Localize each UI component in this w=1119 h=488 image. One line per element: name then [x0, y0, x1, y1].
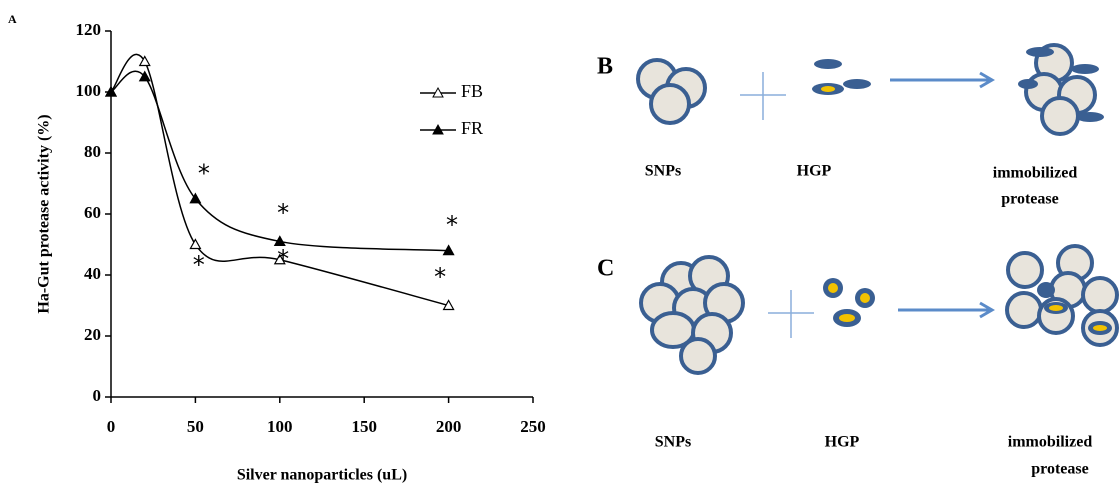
protease	[843, 79, 871, 89]
data-point	[104, 85, 118, 97]
annotation: *	[434, 263, 446, 291]
protease	[1018, 79, 1038, 89]
x-tick-label: 150	[351, 417, 377, 436]
data-point	[442, 299, 455, 311]
data-point	[138, 55, 151, 67]
nanoparticle	[1040, 96, 1080, 136]
data-point	[189, 238, 202, 250]
protease	[1026, 47, 1054, 57]
legend-marker	[432, 86, 444, 98]
legend-marker	[432, 123, 444, 135]
label: immobilized	[993, 165, 1078, 182]
protease	[1093, 325, 1107, 331]
legend-label: FR	[461, 118, 483, 138]
label: HGP	[825, 434, 860, 451]
annotation: *	[446, 211, 458, 239]
annotation: *	[277, 245, 289, 273]
label: immobilized	[1008, 434, 1093, 451]
protease	[1049, 305, 1063, 311]
annotation: *	[277, 199, 289, 227]
annotation: *	[198, 159, 210, 187]
label: SNPs	[655, 434, 691, 451]
protease	[860, 293, 870, 303]
y-tick-label: 120	[76, 20, 102, 39]
protease	[1037, 282, 1055, 298]
y-axis-label: Ha-Gut protease activity (%)	[36, 114, 53, 313]
y-tick-label: 80	[84, 142, 101, 161]
x-tick-label: 200	[436, 417, 462, 436]
label: HGP	[797, 163, 832, 180]
diagram-b: B SNPs HGP immobilized protease	[597, 43, 1104, 208]
nanoparticle	[649, 83, 691, 125]
x-tick-label: 100	[267, 417, 293, 436]
x-tick-label: 50	[187, 417, 204, 436]
protease	[814, 59, 842, 69]
x-axis-label: Silver nanoparticles (uL)	[237, 467, 407, 484]
arrow-head	[979, 71, 995, 89]
panel-label: B	[597, 54, 613, 80]
nanoparticle	[1081, 276, 1119, 314]
annotation: *	[193, 251, 205, 279]
x-tick-label: 0	[107, 417, 116, 436]
label: SNPs	[645, 163, 681, 180]
nanoparticle	[1006, 251, 1044, 289]
label: protease	[1031, 461, 1088, 478]
protease	[839, 314, 855, 322]
protease	[828, 283, 838, 293]
protease	[1071, 64, 1099, 74]
label: protease	[1001, 191, 1058, 208]
y-tick-label: 0	[93, 386, 102, 405]
protease	[821, 86, 835, 92]
y-tick-label: 60	[84, 203, 101, 222]
diagram-c: C SNPs HGP immobilized protease	[597, 244, 1119, 478]
panel-label: A	[8, 12, 17, 26]
nanoparticle	[1005, 291, 1043, 329]
legend-label: FB	[461, 81, 483, 101]
x-tick-label: 250	[520, 417, 546, 436]
data-point	[273, 253, 286, 265]
y-tick-label: 20	[84, 325, 101, 344]
data-point	[273, 235, 286, 247]
data-point	[189, 192, 202, 204]
y-tick-label: 100	[76, 81, 102, 100]
panel-label: C	[597, 256, 614, 282]
nanoparticle	[679, 337, 717, 375]
data-point	[138, 70, 151, 82]
y-tick-label: 40	[84, 264, 101, 283]
arrow-head	[979, 301, 995, 319]
data-point	[442, 244, 455, 256]
protease	[1076, 112, 1104, 122]
